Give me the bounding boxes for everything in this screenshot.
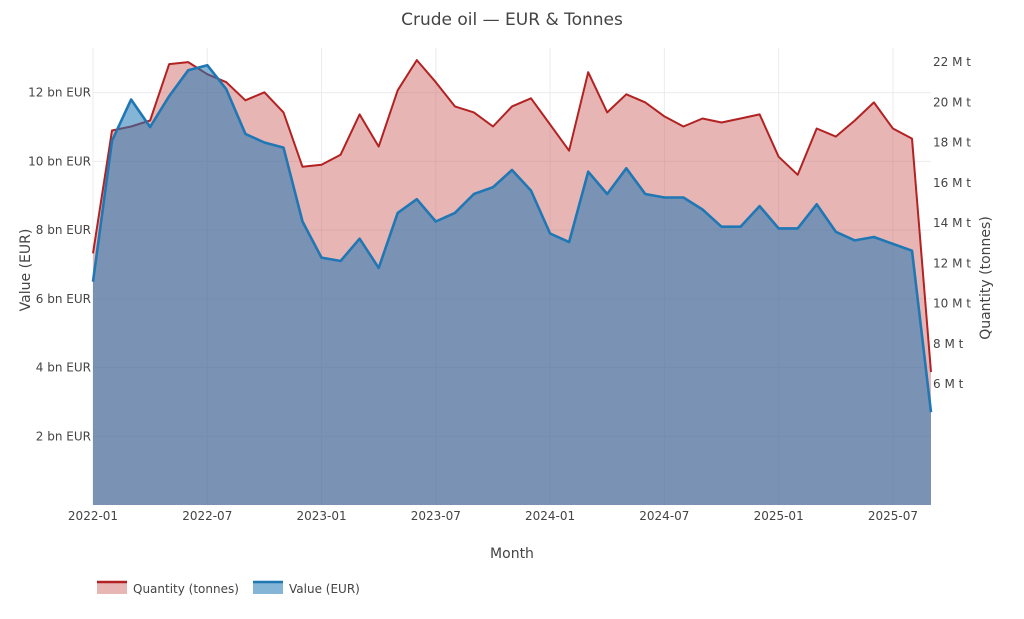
x-tick-label: 2025-01 — [754, 509, 804, 523]
area-value — [93, 65, 931, 505]
y-left-tick-label: 8 bn EUR — [36, 223, 91, 237]
y-right-tick-label: 6 M t — [933, 377, 964, 391]
y-right-tick-label: 22 M t — [933, 55, 971, 69]
y-right-tick-label: 14 M t — [933, 216, 971, 230]
x-tick-label: 2022-07 — [182, 509, 232, 523]
y-left-tick-label: 4 bn EUR — [36, 361, 91, 375]
y-right-tick-label: 16 M t — [933, 176, 971, 190]
y-right-tick-label: 8 M t — [933, 337, 964, 351]
y-left-tick-label: 10 bn EUR — [28, 154, 91, 168]
x-axis-title: Month — [490, 546, 534, 562]
legend-swatch-value — [253, 582, 283, 594]
y-right-tick-label: 18 M t — [933, 136, 971, 150]
y-left-tick-label: 2 bn EUR — [36, 429, 91, 443]
x-tick-label: 2023-07 — [411, 509, 461, 523]
chart-title: Crude oil — EUR & Tonnes — [401, 10, 623, 30]
x-tick-label: 2023-01 — [296, 509, 346, 523]
x-tick-label: 2024-07 — [639, 509, 689, 523]
y-right-tick-label: 10 M t — [933, 297, 971, 311]
y-right-tick-label: 12 M t — [933, 256, 971, 270]
legend-swatch-quantity — [97, 582, 127, 594]
y-right-tick-label: 20 M t — [933, 95, 971, 109]
series-areas — [91, 59, 933, 505]
y-left-tick-label: 12 bn EUR — [28, 86, 91, 100]
x-tick-label: 2022-01 — [68, 509, 118, 523]
y-axis-right-title: Quantity (tonnes) — [978, 216, 994, 340]
x-tick-label: 2025-07 — [868, 509, 918, 523]
y-axis-left-title: Value (EUR) — [18, 229, 34, 312]
legend-label-value: Value (EUR) — [289, 582, 360, 596]
legend: Quantity (tonnes) Value (EUR) — [97, 580, 360, 596]
legend-label-quantity: Quantity (tonnes) — [133, 582, 239, 596]
y-left-tick-label: 6 bn EUR — [36, 292, 91, 306]
tick-labels: 2 bn EUR 4 bn EUR 6 bn EUR 8 bn EUR 10 bn EU… — [28, 55, 971, 523]
line-value — [91, 63, 933, 413]
x-tick-label: 2024-01 — [525, 509, 575, 523]
line-quantity — [92, 59, 932, 373]
